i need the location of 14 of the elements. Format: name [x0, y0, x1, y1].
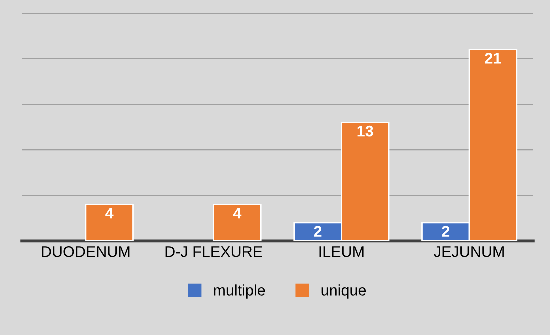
data-label: 21: [485, 53, 502, 64]
data-label: 4: [106, 208, 114, 219]
bar: [213, 204, 262, 242]
x-tick-label: DUODENUM: [42, 246, 130, 258]
bar: [85, 204, 134, 242]
data-label: 4: [233, 208, 242, 219]
data-label: 2: [442, 226, 450, 237]
x-tick-label: D-J FLEXURE: [166, 246, 262, 258]
data-label: 13: [358, 126, 374, 137]
x-tick-label: JEJUNUM: [434, 246, 504, 258]
data-label: 2: [314, 226, 322, 237]
x-tick-label: ILEUM: [320, 246, 364, 258]
legend-label: unique: [322, 284, 366, 299]
legend-label: multiple: [214, 284, 266, 299]
